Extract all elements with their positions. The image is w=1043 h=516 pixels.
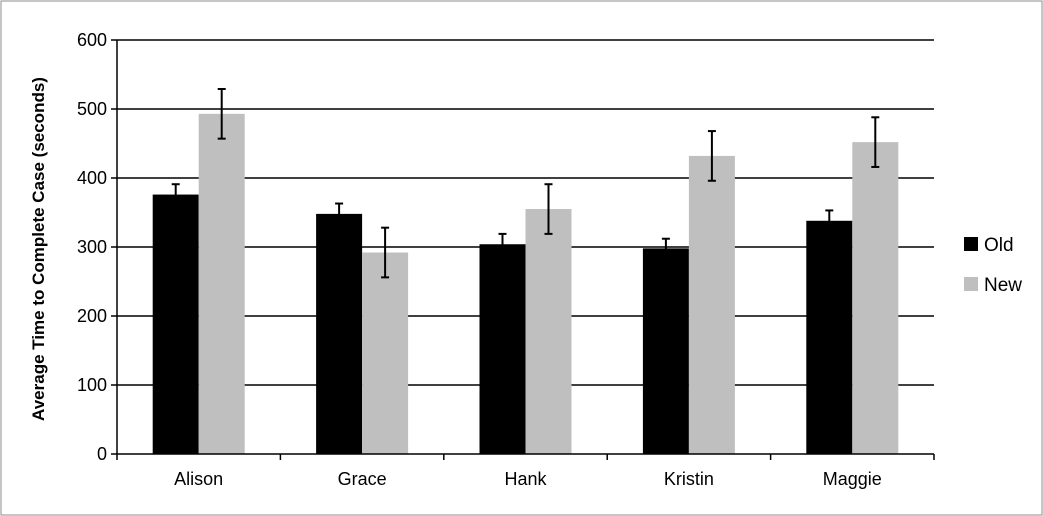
x-tick-label: Alison: [174, 469, 223, 489]
y-tick-label: 0: [97, 444, 107, 464]
legend-swatch: [964, 237, 978, 251]
bar-new-alison: [199, 114, 245, 454]
x-tick-label: Maggie: [823, 469, 882, 489]
y-tick-label: 600: [77, 30, 107, 50]
legend-label: New: [984, 275, 1022, 296]
bar-old-grace: [316, 214, 362, 454]
y-tick-label: 400: [77, 168, 107, 188]
bar-old-maggie: [806, 221, 852, 454]
y-tick-label: 500: [77, 99, 107, 119]
x-tick-label: Grace: [338, 469, 387, 489]
y-tick-label: 300: [77, 237, 107, 257]
y-axis-title: Average Time to Complete Case (seconds): [29, 77, 48, 421]
bar-new-grace: [362, 253, 408, 454]
legend-swatch: [964, 277, 978, 291]
y-tick-label: 200: [77, 306, 107, 326]
y-tick-label: 100: [77, 375, 107, 395]
x-tick-label: Hank: [504, 469, 547, 489]
bar-old-kristin: [643, 248, 689, 454]
bar-old-hank: [480, 244, 526, 454]
bar-new-maggie: [852, 142, 898, 454]
bar-old-alison: [153, 195, 199, 454]
x-tick-label: Kristin: [664, 469, 714, 489]
legend-label: Old: [984, 235, 1014, 256]
bar-new-hank: [526, 209, 572, 454]
bar-new-kristin: [689, 156, 735, 454]
